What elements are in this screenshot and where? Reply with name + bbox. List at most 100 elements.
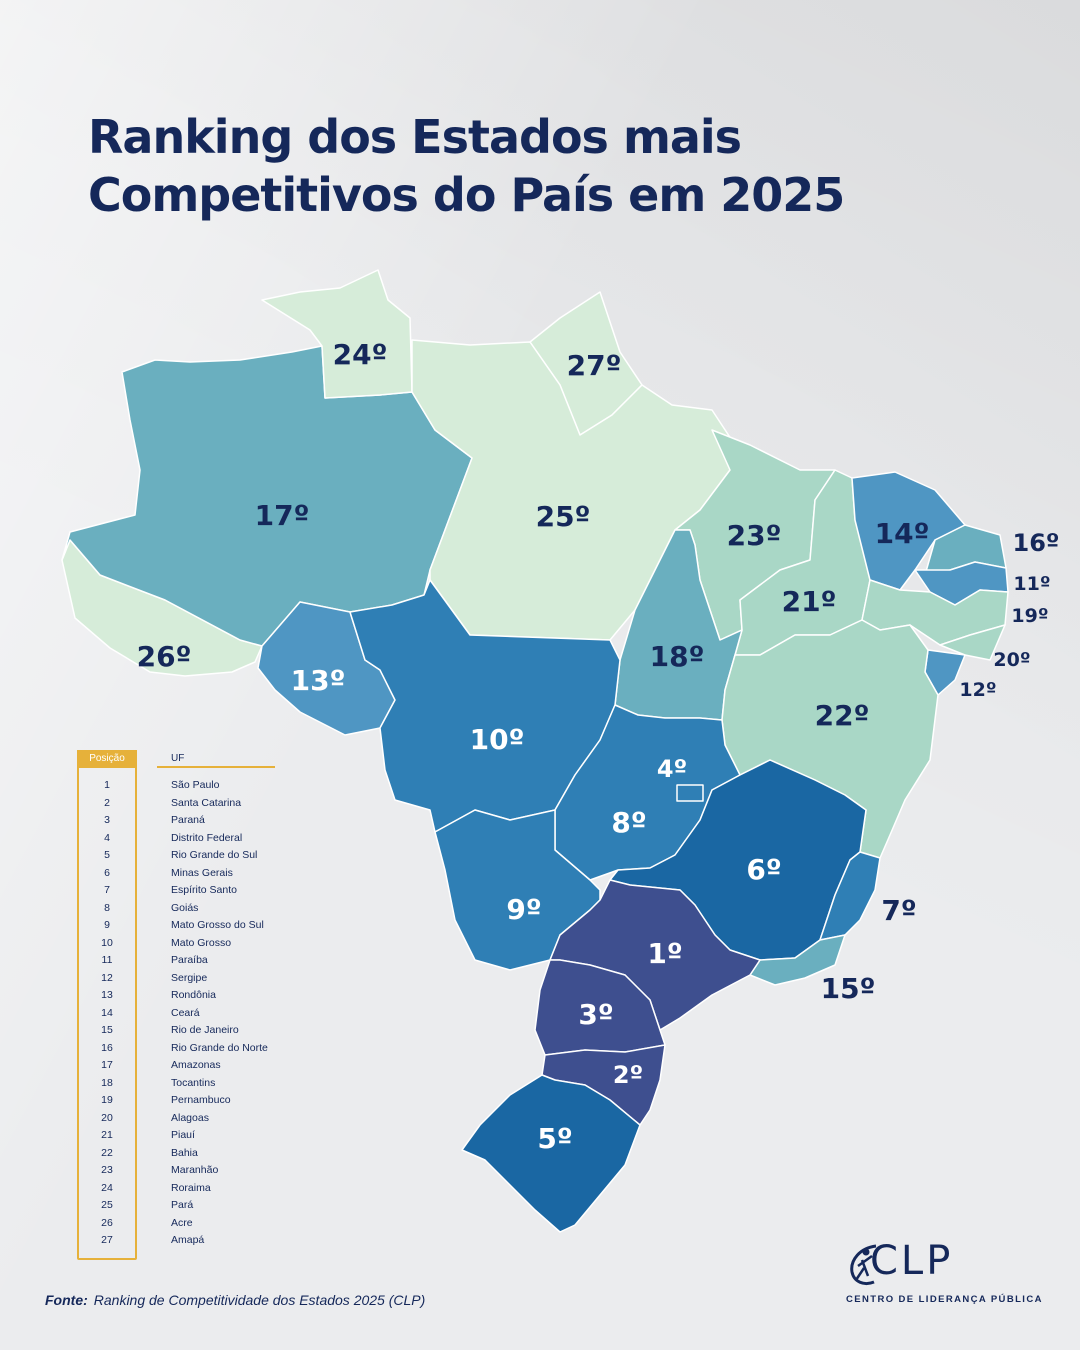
label-AC: 26º (137, 640, 192, 673)
legend-row: 6 Minas Gerais (77, 865, 287, 883)
legend-row-uf: Rio Grande do Norte (171, 1041, 268, 1054)
legend-row: 25 Pará (77, 1197, 287, 1215)
ranking-legend: Posição UF 1 São Paulo 2 Santa Catarina 3 Par… (77, 750, 287, 1262)
page-title: Ranking dos Estados mais Competitivos do… (88, 108, 988, 224)
source-label: Fonte: (45, 1292, 88, 1308)
legend-row-uf: Acre (171, 1216, 193, 1229)
legend-row-uf: Pará (171, 1199, 194, 1211)
label-AM: 17º (255, 499, 310, 532)
legend-row-uf: Piauí (171, 1129, 195, 1141)
legend-row: 16 Rio Grande do Norte (77, 1040, 287, 1058)
label-AP: 27º (567, 349, 622, 382)
label-CE: 14º (875, 517, 930, 550)
legend-row: 9 Mato Grosso do Sul (77, 917, 287, 935)
label-RR: 24º (333, 338, 388, 371)
label-MA: 23º (727, 519, 782, 552)
legend-row-uf: Rio de Janeiro (171, 1024, 239, 1036)
legend-row: 22 Bahia (77, 1145, 287, 1163)
legend-row-position: 6 (104, 866, 110, 879)
state-RS[interactable] (461, 1074, 641, 1233)
legend-header-uf: UF (157, 750, 275, 768)
legend-row-uf: Amapá (171, 1234, 205, 1246)
label-RN: 16º (1013, 529, 1060, 557)
label-SE: 12º (959, 679, 996, 701)
state-RR[interactable] (261, 269, 413, 399)
legend-row: 19 Pernambuco (77, 1092, 287, 1110)
legend-row: 7 Espírito Santo (77, 882, 287, 900)
legend-row-uf: Espírito Santo (171, 884, 237, 896)
legend-rows: 1 São Paulo 2 Santa Catarina 3 Paraná 4 Distrit… (77, 777, 287, 1250)
state-CE[interactable] (851, 471, 966, 591)
title-line-1: Ranking dos Estados mais (88, 110, 742, 164)
state-ES[interactable] (819, 851, 881, 941)
legend-row: 14 Ceará (77, 1005, 287, 1023)
legend-row-uf: Pernambuco (171, 1094, 231, 1106)
label-RS: 5º (537, 1122, 572, 1155)
legend-row-uf: Amazonas (171, 1059, 221, 1071)
legend-row: 1 São Paulo (77, 777, 287, 795)
legend-header-position: Posição (77, 750, 137, 768)
state-DF[interactable] (676, 784, 704, 802)
legend-row-uf: Bahia (171, 1146, 198, 1159)
legend-row-position: 12 (101, 971, 113, 984)
source-note: Fonte: Ranking de Competitividade dos Est… (45, 1292, 425, 1308)
legend-row-uf: Alagoas (171, 1111, 209, 1124)
legend-row-uf: Distrito Federal (171, 831, 243, 844)
legend-row-position: 18 (101, 1076, 113, 1089)
legend-row-uf: São Paulo (171, 779, 220, 791)
legend-row-position: 16 (101, 1041, 113, 1054)
legend-row-uf: Paraíba (171, 954, 208, 966)
legend-row-position: 5 (104, 849, 110, 861)
label-TO: 18º (650, 640, 705, 673)
label-PA: 25º (536, 500, 591, 533)
legend-row-position: 2 (104, 796, 110, 809)
clp-logo-word: CLP (870, 1238, 954, 1284)
legend-row: 23 Maranhão (77, 1162, 287, 1180)
label-AL: 20º (993, 649, 1030, 671)
legend-row-position: 15 (101, 1024, 113, 1036)
label-GO: 8º (611, 806, 646, 839)
legend-row-position: 10 (101, 936, 113, 949)
state-AL[interactable] (939, 624, 1006, 661)
state-labels: 17º 24º 27º 25º 23º 14º 16º 11º 19º 21º … (137, 338, 1060, 1155)
legend-row-uf: Santa Catarina (171, 796, 242, 809)
label-PI: 21º (782, 585, 837, 618)
legend-row-position: 19 (101, 1094, 113, 1106)
legend-row: 11 Paraíba (77, 952, 287, 970)
label-PR: 3º (578, 998, 613, 1031)
legend-row: 4 Distrito Federal (77, 830, 287, 848)
legend-row-uf: Maranhão (171, 1164, 219, 1176)
legend-row-position: 17 (101, 1059, 113, 1071)
legend-row-uf: Sergipe (171, 971, 208, 984)
legend-row-uf: Mato Grosso do Sul (171, 919, 264, 931)
legend-row-position: 1 (104, 779, 110, 791)
legend-row-position: 25 (101, 1199, 113, 1211)
legend-row: 10 Mato Grosso (77, 935, 287, 953)
legend-row-position: 26 (101, 1216, 113, 1229)
legend-row: 24 Roraima (77, 1180, 287, 1198)
legend-row-uf: Rondônia (171, 989, 216, 1001)
label-MT: 10º (470, 723, 525, 756)
legend-row: 27 Amapá (77, 1232, 287, 1250)
legend-row: 12 Sergipe (77, 970, 287, 988)
legend-row: 8 Goiás (77, 900, 287, 918)
legend-row-position: 21 (101, 1129, 113, 1141)
legend-row: 20 Alagoas (77, 1110, 287, 1128)
legend-row-position: 4 (104, 831, 110, 844)
legend-row-position: 24 (101, 1181, 113, 1194)
legend-row-uf: Roraima (171, 1181, 211, 1194)
label-SC: 2º (613, 1061, 643, 1089)
label-MS: 9º (506, 893, 541, 926)
legend-row: 17 Amazonas (77, 1057, 287, 1075)
label-PB: 11º (1013, 573, 1050, 595)
legend-row-position: 13 (101, 989, 113, 1001)
legend-row: 2 Santa Catarina (77, 795, 287, 813)
legend-row-position: 14 (101, 1006, 113, 1019)
label-BA: 22º (815, 699, 870, 732)
state-RJ[interactable] (749, 934, 846, 986)
source-text: Ranking de Competitividade dos Estados 2… (93, 1292, 426, 1308)
label-MG: 6º (746, 853, 781, 886)
label-SP: 1º (647, 937, 682, 970)
legend-row: 13 Rondônia (77, 987, 287, 1005)
legend-row-uf: Mato Grosso (171, 936, 232, 949)
